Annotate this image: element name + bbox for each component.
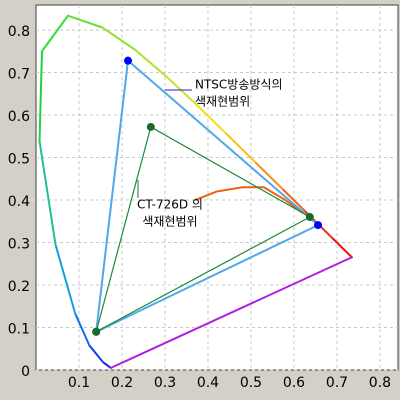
locus-segment [109, 256, 353, 369]
primary-point [124, 56, 133, 65]
annotation: NTSC방송방식의 [195, 78, 283, 92]
x-tick-label: 0.2 [111, 375, 133, 391]
primary-point [92, 327, 101, 336]
locus-segment [40, 14, 69, 53]
annotation: 색재현범위 [142, 215, 197, 229]
x-tick-label: 0.8 [369, 375, 391, 391]
locus-segment [74, 312, 91, 347]
locus-segment [38, 140, 57, 246]
locus-segment [54, 243, 77, 315]
x-tick-label: 0.7 [326, 375, 348, 391]
y-tick-label: 0.4 [8, 194, 30, 210]
primary-point [314, 221, 323, 230]
plot-area [35, 4, 399, 371]
primary-point [305, 213, 314, 222]
y-tick-label: 0.1 [8, 322, 30, 338]
locus-segment [282, 188, 307, 213]
y-tick-label: 0.3 [8, 237, 30, 253]
y-tick-label: 0 [21, 364, 30, 380]
locus-segment [225, 133, 258, 165]
y-tick-label: 0.6 [8, 109, 30, 125]
y-tick-label: 0.8 [8, 24, 30, 40]
annotation: 색재현범위 [195, 95, 250, 109]
y-tick-label: 0.2 [8, 279, 30, 295]
locus-segment [195, 103, 228, 136]
gamut-triangle [95, 126, 312, 333]
locus-segment [133, 48, 167, 77]
locus-segment [101, 26, 136, 51]
gamut-triangle [94, 59, 320, 334]
y-tick-label: 0.5 [8, 152, 30, 168]
x-tick-label: 0.3 [154, 375, 176, 391]
x-tick-label: 0.6 [283, 375, 305, 391]
locus-segment [38, 50, 43, 143]
x-tick-label: 0.1 [68, 375, 90, 391]
x-tick-label: 0.5 [240, 375, 262, 391]
planckian-locus [194, 186, 304, 214]
y-tick-label: 0.7 [8, 67, 30, 83]
locus-segment [332, 237, 353, 259]
x-tick-label: 0.4 [197, 375, 219, 391]
locus-segment [66, 14, 104, 29]
annotation: CT-726D 의 [137, 198, 203, 212]
locus-segment [102, 361, 112, 369]
primary-point [146, 122, 155, 131]
locus-segment [255, 162, 285, 191]
locus-segment [88, 344, 105, 364]
